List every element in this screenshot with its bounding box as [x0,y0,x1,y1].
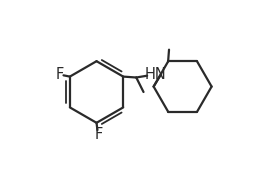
Text: HN: HN [144,67,166,82]
Text: F: F [56,67,64,82]
Text: F: F [94,127,102,142]
